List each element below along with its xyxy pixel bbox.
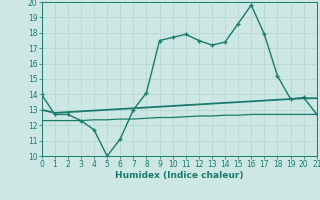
X-axis label: Humidex (Indice chaleur): Humidex (Indice chaleur) xyxy=(115,171,244,180)
